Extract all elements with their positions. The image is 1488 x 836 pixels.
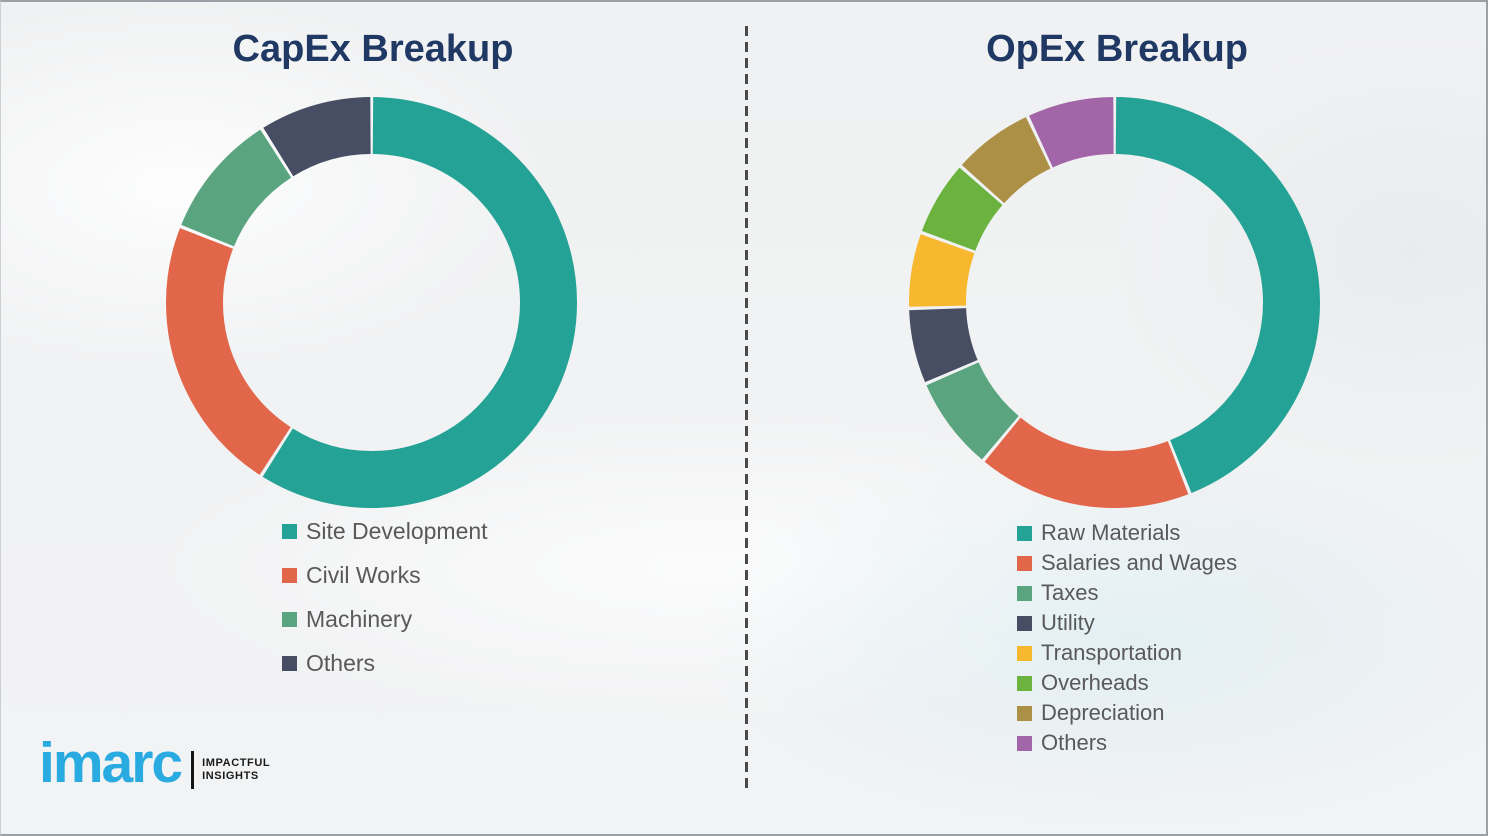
- legend-swatch: [1017, 735, 1032, 751]
- legend-label: Overheads: [1041, 670, 1149, 695]
- legend-item: Others: [1017, 730, 1237, 755]
- legend-item: Site Development: [282, 517, 488, 544]
- legend-item: Depreciation: [1017, 700, 1237, 725]
- opex-chart-title: OpEx Breakup: [986, 28, 1248, 70]
- legend-label: Transportation: [1041, 640, 1183, 665]
- legend-swatch: [1017, 615, 1032, 631]
- capex-chart-title: CapEx Breakup: [232, 28, 514, 70]
- legend-swatch: [1017, 525, 1032, 541]
- legend-label: Civil Works: [306, 561, 421, 588]
- opex-legend: Raw Materials Salaries and Wages Taxes Util…: [1017, 520, 1238, 761]
- legend-swatch: [282, 611, 297, 627]
- legend-item: Others: [282, 649, 488, 676]
- donut-segment-civil-works: [166, 97, 577, 508]
- opex-donut-chart: [909, 97, 1320, 508]
- capex-legend: Site Development Civil Works Machinery Othe…: [282, 517, 488, 695]
- donut-segment-transportation: [909, 97, 1320, 508]
- legend-item: Overheads: [1017, 670, 1237, 695]
- donut-segment-salaries-and-wages: [909, 97, 1320, 508]
- legend-swatch: [1017, 675, 1032, 691]
- legend-label: Depreciation: [1041, 700, 1165, 725]
- imarc-logo-wordmark: imarc: [39, 731, 183, 795]
- legend-item: Utility: [1017, 610, 1237, 635]
- legend-swatch: [1017, 555, 1032, 571]
- legend-swatch: [1017, 585, 1032, 601]
- legend-label: Machinery: [306, 605, 413, 632]
- imarc-logo-tagline: IMPACTFUL INSIGHTS: [202, 757, 270, 783]
- legend-item: Taxes: [1017, 580, 1237, 605]
- imarc-logo: imarc IMPACTFUL INSIGHTS: [39, 731, 270, 795]
- legend-swatch: [282, 655, 297, 671]
- donut-segment-raw-materials: [909, 97, 1320, 508]
- divider-dashed-line: [745, 26, 748, 792]
- legend-item: Machinery: [282, 605, 488, 632]
- legend-swatch: [1017, 705, 1032, 721]
- legend-item: Transportation: [1017, 640, 1237, 665]
- legend-label: Taxes: [1041, 580, 1099, 605]
- legend-label: Raw Materials: [1041, 520, 1181, 545]
- legend-label: Site Development: [306, 517, 488, 544]
- imarc-tagline-line1: IMPACTFUL: [202, 757, 271, 770]
- legend-label: Others: [1041, 730, 1108, 755]
- legend-item: Raw Materials: [1017, 520, 1237, 545]
- legend-swatch: [282, 567, 297, 583]
- legend-label: Others: [306, 649, 376, 676]
- legend-swatch: [282, 523, 297, 539]
- donut-segment-site-development: [166, 97, 577, 508]
- legend-item: Civil Works: [282, 561, 488, 588]
- imarc-tagline-line2: INSIGHTS: [202, 770, 259, 783]
- legend-swatch: [1017, 645, 1032, 661]
- legend-item: Salaries and Wages: [1017, 550, 1238, 575]
- capex-donut-chart: [166, 97, 577, 508]
- legend-label: Salaries and Wages: [1041, 550, 1238, 575]
- imarc-logo-separator-bar: [191, 751, 195, 790]
- legend-label: Utility: [1041, 610, 1095, 635]
